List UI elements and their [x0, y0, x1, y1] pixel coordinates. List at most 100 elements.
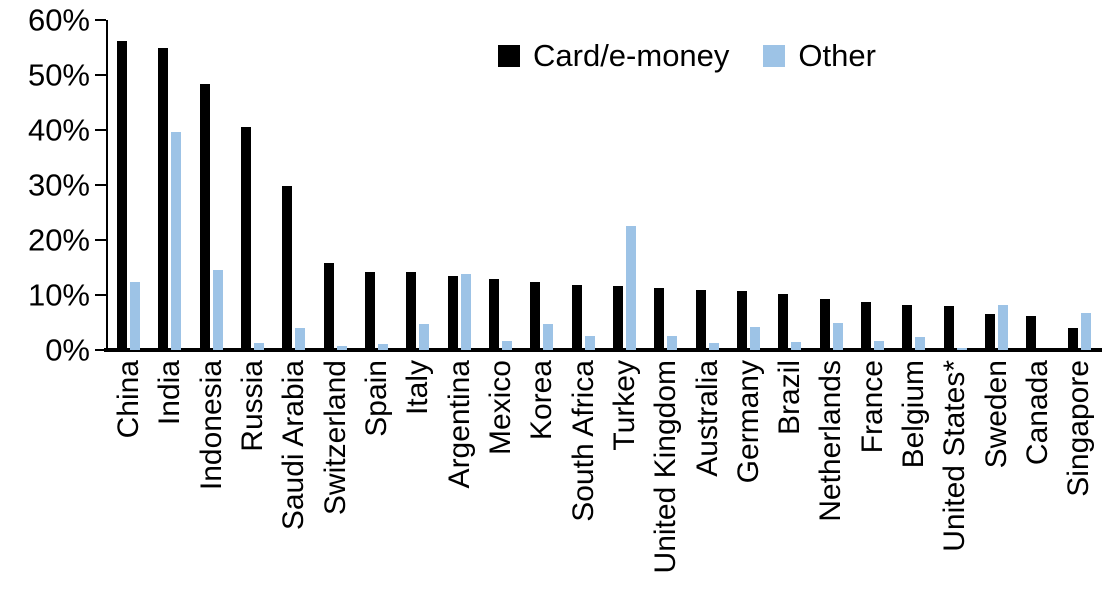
other-bar — [874, 340, 885, 350]
x-axis-label: Russia — [235, 360, 269, 452]
y-axis-tick-label: 20% — [27, 222, 90, 258]
legend-item-other: Other — [763, 40, 876, 71]
bar-group — [604, 20, 645, 350]
y-axis-tick — [95, 294, 106, 296]
bar-group — [976, 20, 1017, 350]
bar-group — [893, 20, 934, 350]
y-axis-tick — [95, 184, 106, 186]
bar-group — [232, 20, 273, 350]
other-bar — [1080, 312, 1091, 350]
card-emoney-bar — [571, 284, 582, 350]
bar-group — [356, 20, 397, 350]
bar-group — [852, 20, 893, 350]
x-label-cell: Brazil — [769, 360, 810, 573]
x-axis-label: Germany — [731, 360, 765, 484]
x-label-cell: Mexico — [480, 360, 521, 573]
x-axis-label: Switzerland — [318, 360, 352, 516]
x-axis-label: Argentina — [442, 360, 476, 489]
bar-group — [480, 20, 521, 350]
bar-group — [1017, 20, 1058, 350]
x-label-cell: Argentina — [439, 360, 480, 573]
x-label-cell: Singapore — [1059, 360, 1100, 573]
card-emoney-bar — [489, 278, 500, 350]
x-label-cell: Netherlands — [811, 360, 852, 573]
bar-group — [149, 20, 190, 350]
other-bar — [915, 337, 926, 350]
x-axis — [104, 348, 1102, 352]
x-axis-label: Australia — [690, 360, 724, 477]
y-axis-tick-label: 60% — [27, 2, 90, 38]
x-label-cell: France — [852, 360, 893, 573]
y-axis-tick — [95, 239, 106, 241]
x-axis-label: France — [855, 360, 889, 454]
x-axis-label: Brazil — [773, 360, 807, 436]
bar-group — [687, 20, 728, 350]
card-emoney-bar — [819, 298, 830, 350]
other-bar — [626, 225, 637, 350]
x-label-cell: United Kingdom — [645, 360, 686, 573]
y-axis-tick-label: 40% — [27, 112, 90, 148]
legend-item-card-emoney: Card/e-money — [498, 40, 729, 71]
card-emoney-bar — [199, 83, 210, 350]
x-axis-label: Netherlands — [814, 360, 848, 522]
x-label-cell: Indonesia — [191, 360, 232, 573]
card-emoney-bar — [943, 306, 954, 350]
bar-group — [728, 20, 769, 350]
bar-group — [273, 20, 314, 350]
x-axis-label: Italy — [401, 360, 435, 416]
other-bar — [708, 343, 719, 350]
x-label-cell: Russia — [232, 360, 273, 573]
card-emoney-bar — [447, 275, 458, 350]
card-emoney-swatch-icon — [498, 44, 520, 67]
x-axis-label: China — [111, 360, 145, 439]
other-bar — [419, 324, 430, 350]
x-axis-label: Belgium — [897, 360, 931, 469]
x-label-cell: Italy — [397, 360, 438, 573]
x-axis-label: Spain — [359, 360, 393, 437]
other-bar — [750, 327, 761, 350]
y-axis-tick — [95, 129, 106, 131]
plot-area — [108, 20, 1100, 350]
x-label-cell: South Africa — [563, 360, 604, 573]
other-bar — [130, 281, 141, 350]
x-axis-label: Singapore — [1062, 360, 1096, 497]
card-emoney-bar — [282, 185, 293, 350]
y-axis-labels: 0% 10% 20% 30% 40% 50% 60% — [0, 5, 90, 366]
x-label-cell: India — [149, 360, 190, 573]
bar-group — [108, 20, 149, 350]
card-emoney-bar — [158, 48, 169, 350]
other-bar — [791, 342, 802, 350]
bar-group — [935, 20, 976, 350]
other-bar — [584, 336, 595, 350]
card-emoney-bar — [985, 313, 996, 350]
y-axis-tick — [95, 19, 106, 21]
x-axis-label: Canada — [1021, 360, 1055, 466]
y-axis-tick-label: 50% — [27, 57, 90, 93]
bar-group — [315, 20, 356, 350]
legend-label-card-emoney: Card/e-money — [533, 38, 730, 73]
bar-group — [397, 20, 438, 350]
bar-group — [521, 20, 562, 350]
bar-group — [1059, 20, 1100, 350]
bar-group — [563, 20, 604, 350]
card-emoney-bar — [241, 127, 252, 350]
card-emoney-bar — [1067, 328, 1078, 350]
y-axis-tick — [95, 349, 106, 351]
card-emoney-bar — [1026, 316, 1037, 350]
card-emoney-bar — [613, 285, 624, 350]
card-emoney-bar — [654, 288, 665, 350]
x-axis-label: Saudi Arabia — [277, 360, 311, 531]
x-label-cell: Korea — [521, 360, 562, 573]
card-emoney-bar — [365, 271, 376, 350]
y-axis-tick-label: 0% — [45, 332, 90, 368]
card-emoney-bar — [695, 290, 706, 350]
x-axis-label: United States* — [938, 360, 972, 552]
x-axis-label: Korea — [525, 360, 559, 441]
card-emoney-bar — [737, 291, 748, 350]
other-bar — [254, 343, 265, 350]
x-label-cell: Saudi Arabia — [273, 360, 314, 573]
x-label-cell: United States* — [935, 360, 976, 573]
bar-group — [645, 20, 686, 350]
bar-group — [191, 20, 232, 350]
